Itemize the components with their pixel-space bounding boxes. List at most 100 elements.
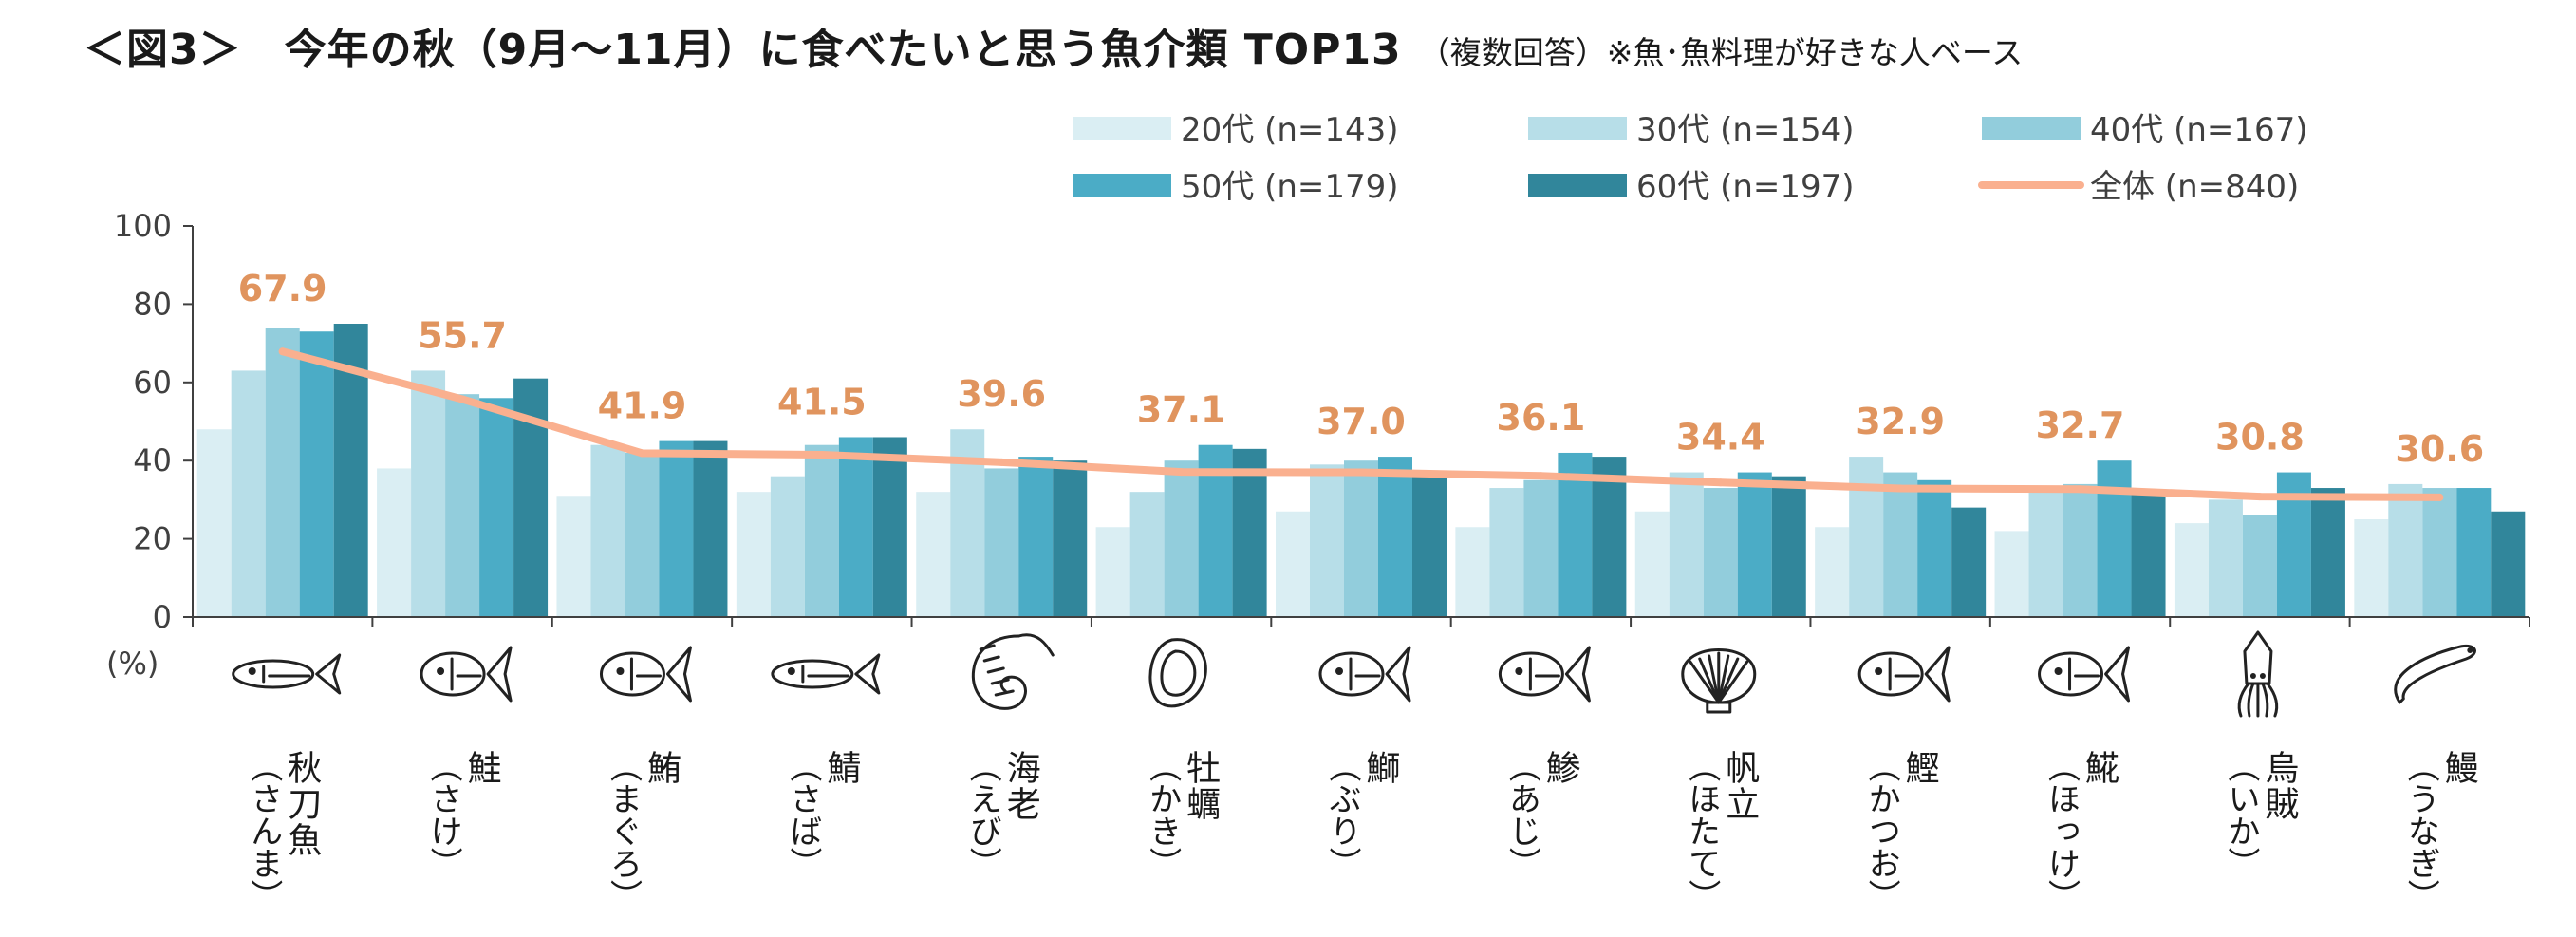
total-label-1: 55.7 <box>418 314 507 356</box>
icon-scallop-rib <box>1708 654 1721 704</box>
total-point-11 <box>2255 493 2264 501</box>
category-reading-8: （ほたて） <box>1683 750 1721 911</box>
icon-tail <box>1564 646 1591 703</box>
category-name-8: 帆立 <box>1720 750 1759 822</box>
y-tick-label-0: 0 <box>153 599 172 635</box>
y-tick-label-20: 20 <box>133 521 172 557</box>
bar-s60-4 <box>1053 460 1088 617</box>
total-label-10: 32.7 <box>2036 404 2125 446</box>
bar-s60-3 <box>872 437 907 617</box>
icon-oyster-shell <box>1148 638 1207 708</box>
total-point-5 <box>1177 468 1185 477</box>
bar-s40-1 <box>445 394 480 617</box>
total-label-7: 36.1 <box>1497 397 1586 439</box>
total-point-6 <box>1357 468 1365 477</box>
icon-eye <box>1875 667 1883 675</box>
category-name-10: 𩸽 <box>2080 750 2119 786</box>
category-reading-9: （かつお） <box>1862 750 1900 911</box>
bar-s20-8 <box>1634 511 1670 617</box>
category-reading-2: （まぐろ） <box>604 750 642 911</box>
bar-s50-6 <box>1378 457 1412 617</box>
y-tick-label-40: 40 <box>133 442 172 478</box>
icon-scallop-shell <box>1681 648 1757 704</box>
icon-body <box>1318 651 1385 697</box>
bar-s30-9 <box>1849 457 1884 617</box>
y-tick-label-60: 60 <box>133 365 172 401</box>
total-label-5: 37.1 <box>1137 389 1226 431</box>
total-line <box>278 347 2444 501</box>
total-point-1 <box>458 395 467 403</box>
legend-swatch-s20 <box>1073 117 1171 140</box>
legend-label-s60: 60代 (n=197) <box>1636 168 1855 206</box>
icon-tail <box>2104 646 2131 703</box>
total-label-8: 34.4 <box>1676 417 1765 459</box>
icon-shrimp-body <box>971 634 1027 710</box>
legend-label-total: 全体 (n=840) <box>2090 168 2299 206</box>
bar-s40-0 <box>265 328 300 617</box>
bar-s30-5 <box>1129 492 1165 617</box>
category-name-0: 秋刀魚 <box>282 750 322 858</box>
bar-s50-2 <box>659 440 694 617</box>
bar-s30-6 <box>1310 464 1344 617</box>
bar-s20-5 <box>1095 527 1130 617</box>
bar-s40-3 <box>804 444 839 617</box>
icon-shrimp-segment <box>986 666 1005 674</box>
legend-label-s50: 50代 (n=179) <box>1181 168 1399 206</box>
icon-eel-eye <box>2467 647 2473 653</box>
icon-scallop-rib <box>1717 657 1740 704</box>
bar-s50-10 <box>2097 460 2132 617</box>
bar-s40-7 <box>1523 479 1559 617</box>
bar-s50-1 <box>479 398 514 617</box>
category-name-3: 鯖 <box>821 750 860 786</box>
category-name-2: 鮪 <box>642 750 681 786</box>
bar-s30-2 <box>590 444 625 617</box>
category-name-12: 鰻 <box>2439 750 2478 786</box>
bar-s40-6 <box>1344 460 1378 617</box>
icon-squid-tentacle <box>2266 682 2279 718</box>
icon-scallop-hinge <box>1706 701 1732 714</box>
total-point-4 <box>998 458 1006 466</box>
icon-shrimp-segment <box>994 689 1015 697</box>
icon-tail <box>1924 646 1951 703</box>
legend-label-s30: 30代 (n=154) <box>1636 111 1855 149</box>
bar-s50-4 <box>1018 457 1054 617</box>
shrimp-icon <box>971 633 1055 710</box>
icon-squid-tentacle <box>2237 682 2250 718</box>
category-reading-7: （あじ） <box>1503 750 1540 879</box>
icon-shrimp-segment <box>990 678 1010 685</box>
bar-s30-10 <box>2028 488 2063 617</box>
icon-eye <box>248 667 256 675</box>
total-label-9: 32.9 <box>1856 401 1945 442</box>
icon-eye <box>437 667 445 675</box>
saury-icon <box>232 653 342 695</box>
icon-squid-eye <box>2249 673 2256 679</box>
total-label-4: 39.6 <box>957 373 1046 415</box>
x-axis <box>192 616 2530 627</box>
bar-s40-4 <box>984 468 1019 617</box>
total-label-11: 30.8 <box>2215 417 2305 459</box>
legend-swatch-s30 <box>1528 117 1627 140</box>
bar-s20-11 <box>2174 523 2209 617</box>
icon-tail <box>854 653 881 695</box>
bar-s60-2 <box>693 440 728 617</box>
icon-scallop-rib <box>1717 660 1749 704</box>
category-name-11: 烏賊 <box>2259 750 2298 822</box>
legend-swatch-s50 <box>1073 174 1171 197</box>
bar-s40-2 <box>625 452 660 617</box>
total-point-2 <box>638 449 646 458</box>
bar-s60-10 <box>2131 492 2166 617</box>
icon-body <box>2038 651 2104 697</box>
bar-s50-8 <box>1737 472 1772 617</box>
bar-s40-10 <box>2063 483 2098 617</box>
bar-s40-11 <box>2242 515 2277 617</box>
total-label-6: 37.0 <box>1316 401 1406 442</box>
total-label-12: 30.6 <box>2395 428 2484 470</box>
category-icons <box>232 630 2476 718</box>
icon-eye <box>787 667 795 675</box>
bar-s20-2 <box>556 496 591 617</box>
icon-tail <box>315 653 342 695</box>
icon-tail <box>486 646 513 703</box>
bar-s20-10 <box>1994 531 2029 617</box>
legend-swatch-s60 <box>1528 174 1627 197</box>
icon-squid-mantle <box>2243 630 2273 685</box>
